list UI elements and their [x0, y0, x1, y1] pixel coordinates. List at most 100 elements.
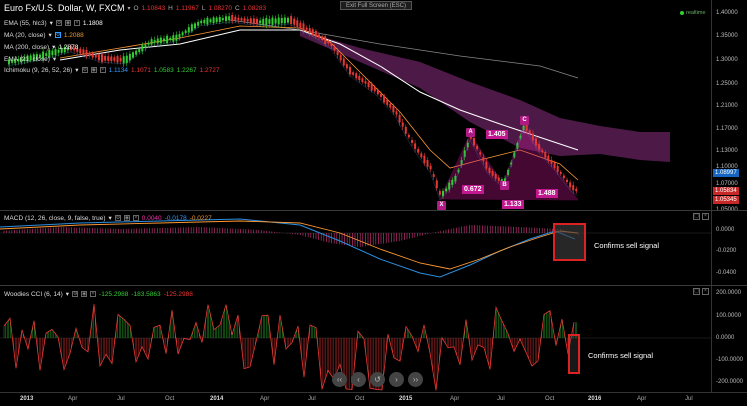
ichimoku-value-3: 1.0583: [153, 66, 174, 74]
candle-body: [327, 41, 330, 44]
cci-axis-label: 200.0000: [716, 290, 742, 296]
close-icon[interactable]: ×: [702, 213, 709, 220]
cci-legend[interactable]: Woodies CCI (6, 14) ▾ ⚙ ◉ × -125.2988 -1…: [4, 290, 193, 299]
candle-body: [23, 57, 26, 61]
exit-fullscreen-button[interactable]: Exit Full Screen (ESC): [340, 1, 413, 10]
eye-icon[interactable]: ◉: [90, 67, 97, 73]
cci-axis[interactable]: 200.0000 100.0000 0.0000 -100.0000 -200.…: [711, 286, 747, 392]
candle-body: [14, 58, 17, 64]
candle-body: [311, 29, 314, 36]
candle-body: [57, 49, 60, 53]
maximize-icon[interactable]: ▢: [693, 213, 700, 220]
time-label: Apr: [637, 396, 647, 402]
candle-body: [541, 150, 544, 153]
open-label: O: [133, 4, 139, 12]
ma200-legend[interactable]: MA (200, close) ▾ 1.2878: [4, 43, 78, 52]
candle-body: [144, 44, 147, 48]
scroll-right-button[interactable]: ›: [389, 372, 404, 387]
price-chart[interactable]: [0, 0, 711, 210]
candle-body: [218, 17, 221, 22]
eye-icon[interactable]: ◉: [81, 291, 88, 297]
time-label: Oct: [545, 396, 555, 402]
candle-body: [138, 48, 141, 53]
candle-body: [76, 48, 79, 52]
ema-legend[interactable]: EMA (55, hlc3) ▾ ⚙ ◉ × 1.1808: [4, 19, 103, 28]
maximize-icon[interactable]: ▢: [693, 288, 700, 295]
realtime-indicator: realtime: [680, 10, 706, 16]
chevron-down-icon[interactable]: ▾: [52, 44, 56, 51]
candle-body: [559, 171, 562, 174]
time-label: Oct: [355, 396, 365, 402]
candle-body: [497, 177, 500, 181]
price-pane[interactable]: Euro Fx/U.S. Dollar, W, FXCM ▾ O 1.10843…: [0, 0, 747, 213]
ema-label: EMA (55, hlc3): [4, 19, 47, 27]
macd-axis[interactable]: 0.0000 -0.0200 -0.0400: [711, 211, 747, 285]
candle-body: [29, 55, 32, 61]
ichimoku-legend[interactable]: Ichimoku (9, 26, 52, 26) ▾ ⚙ ◉ × 1.1134 …: [4, 66, 220, 75]
cci-line: [3, 304, 575, 391]
scroll-left-far-button[interactable]: ‹‹: [332, 372, 347, 387]
candle-body: [293, 18, 296, 25]
candle-body: [380, 94, 382, 97]
pane-divider[interactable]: [0, 210, 747, 211]
cci-label: Woodies CCI (6, 14): [4, 290, 63, 298]
time-label: Jul: [685, 396, 693, 402]
candle-body: [82, 49, 85, 55]
candle-body: [299, 22, 302, 28]
close-icon[interactable]: ×: [99, 67, 106, 73]
price-label: 1.35000: [716, 33, 738, 39]
cci-chart[interactable]: [0, 286, 711, 392]
candle-body: [314, 30, 317, 37]
candle-body: [221, 18, 224, 21]
price-label: 1.17000: [716, 126, 738, 132]
chevron-down-icon[interactable]: ▾: [52, 56, 57, 63]
reset-chart-button[interactable]: ↺: [370, 372, 385, 387]
candle-body: [376, 89, 379, 95]
chevron-down-icon[interactable]: ▾: [65, 291, 70, 298]
candle-body: [290, 16, 293, 24]
candle-body: [562, 175, 565, 179]
candle-body: [153, 40, 156, 43]
candle-body: [8, 59, 10, 65]
macd-chart[interactable]: [0, 211, 711, 285]
candle-body: [66, 47, 69, 51]
price-badge: 1.05834: [713, 187, 739, 195]
settings-icon[interactable]: ⚙: [54, 32, 61, 38]
candle-body: [135, 50, 138, 55]
chevron-down-icon[interactable]: ▾: [49, 20, 53, 27]
chevron-down-icon[interactable]: ▾: [108, 215, 112, 222]
open-value: 1.10843: [141, 4, 166, 12]
pane-divider[interactable]: [0, 285, 747, 286]
settings-icon[interactable]: ⚙: [81, 67, 88, 73]
close-icon[interactable]: ×: [90, 291, 97, 297]
close-icon[interactable]: ×: [73, 20, 80, 26]
settings-icon[interactable]: ⚙: [114, 215, 121, 221]
ma20-legend[interactable]: MA (20, close) ▾ ⚙ 1.2088: [4, 31, 84, 40]
candle-body: [342, 58, 345, 66]
candle-body: [435, 180, 438, 189]
realtime-label: realtime: [686, 10, 706, 16]
settings-icon[interactable]: ⚙: [72, 291, 79, 297]
candle-body: [355, 73, 358, 79]
eye-icon[interactable]: ◉: [123, 215, 130, 221]
close-icon[interactable]: ×: [132, 215, 139, 221]
time-label: Jul: [117, 396, 125, 402]
macd-pane[interactable]: MACD (12, 26, close, 9, false, true) ▾ ⚙…: [0, 211, 747, 285]
candle-body: [107, 56, 110, 61]
ema21-line: [7, 21, 579, 201]
ema21-legend[interactable]: EMA (21, close) ▾: [4, 55, 57, 64]
scroll-right-far-button[interactable]: ››: [408, 372, 423, 387]
scroll-left-button[interactable]: ‹: [351, 372, 366, 387]
symbol-title[interactable]: Euro Fx/U.S. Dollar, W, FXCM: [4, 3, 125, 13]
chevron-down-icon[interactable]: ▾: [127, 5, 131, 12]
close-icon[interactable]: ×: [702, 288, 709, 295]
chevron-down-icon[interactable]: ▾: [75, 67, 79, 74]
time-axis[interactable]: 2013 Apr Jul Oct 2014 Apr Jul Oct 2015 A…: [0, 392, 747, 406]
price-axis[interactable]: 1.40000 1.35000 1.30000 1.25000 1.21000 …: [711, 0, 747, 213]
settings-icon[interactable]: ⚙: [55, 20, 62, 26]
eye-icon[interactable]: ◉: [64, 20, 71, 26]
chevron-down-icon[interactable]: ▾: [48, 32, 52, 39]
macd-legend[interactable]: MACD (12, 26, close, 9, false, true) ▾ ⚙…: [4, 214, 212, 223]
candle-body: [395, 111, 398, 115]
time-label: 2015: [399, 396, 413, 402]
